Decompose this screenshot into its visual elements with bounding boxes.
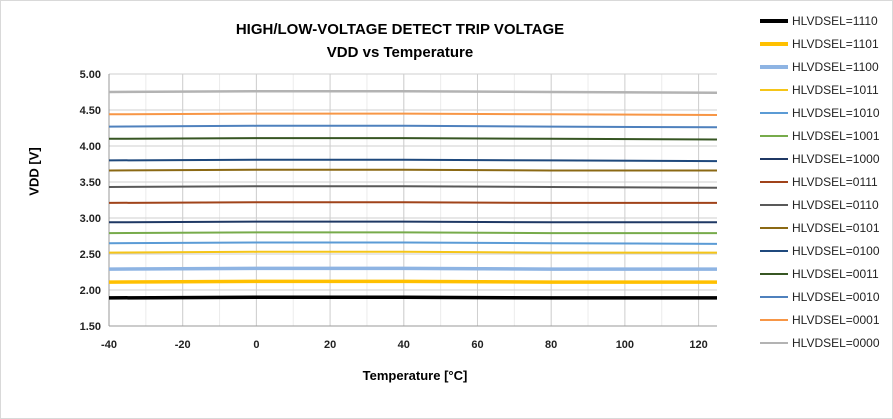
series-line-hlvdsel-0010: [108, 124, 718, 129]
x-axis-label: Temperature [°C]: [362, 368, 468, 383]
legend-label: HLVDSEL=1000: [792, 152, 880, 166]
legend-swatch: [760, 319, 788, 321]
legend-swatch: [760, 227, 788, 229]
x-tick-label: -40: [101, 339, 117, 351]
legend-item: HLVDSEL=1000: [760, 152, 880, 166]
legend-item: HLVDSEL=0011: [760, 267, 879, 281]
legend-swatch: [760, 42, 788, 46]
y-tick-label: 1.50: [80, 321, 101, 333]
series-line-hlvdsel-0000: [108, 90, 718, 94]
legend-label: HLVDSEL=1100: [792, 60, 879, 74]
legend-label: HLVDSEL=1101: [792, 37, 879, 51]
series-line-hlvdsel-0111: [108, 201, 717, 204]
legend-item: HLVDSEL=0010: [760, 290, 880, 304]
legend-swatch: [760, 181, 788, 183]
legend-swatch: [760, 65, 788, 69]
y-tick-label: 4.50: [80, 105, 101, 117]
legend-swatch: [760, 19, 788, 23]
series-line-hlvdsel-0101: [108, 168, 717, 172]
chart-subtitle: VDD vs Temperature: [326, 44, 474, 61]
legend-item: HLVDSEL=0101: [760, 221, 880, 235]
legend-swatch: [760, 158, 788, 160]
legend-item: HLVDSEL=1011: [760, 83, 879, 97]
legend-item: HLVDSEL=1001: [760, 129, 880, 143]
legend-item: HLVDSEL=1101: [760, 37, 879, 51]
series-line-hlvdsel-1001: [108, 231, 717, 235]
series-line-hlvdsel-0110: [108, 185, 718, 189]
x-tick-label: 20: [324, 339, 336, 351]
legend-label: HLVDSEL=0101: [792, 221, 880, 235]
legend-label: HLVDSEL=0100: [792, 244, 880, 258]
legend-item: HLVDSEL=0000: [760, 336, 880, 350]
y-tick-label: 2.50: [80, 249, 101, 261]
legend-item: HLVDSEL=1010: [760, 106, 880, 120]
legend-label: HLVDSEL=0111: [792, 175, 878, 189]
legend-swatch: [760, 135, 788, 137]
y-tick-label: 4.00: [80, 141, 101, 153]
series-line-hlvdsel-0001: [108, 112, 718, 116]
legend-swatch: [760, 204, 788, 206]
legend-label: HLVDSEL=0011: [792, 267, 879, 281]
series-line-hlvdsel-1101: [108, 279, 717, 284]
y-tick-label: 3.50: [80, 177, 101, 189]
legend-item: HLVDSEL=0001: [760, 313, 880, 327]
series-line-hlvdsel-1110: [108, 295, 717, 300]
x-tick-label: 100: [616, 339, 634, 351]
legend-item: HLVDSEL=1110: [760, 14, 878, 28]
legend-label: HLVDSEL=1010: [792, 106, 880, 120]
x-tick-label: 40: [398, 339, 410, 351]
series-line-hlvdsel-1100: [108, 266, 717, 271]
legend-swatch: [760, 112, 788, 114]
legend-swatch: [760, 296, 788, 298]
x-tick-label: 0: [253, 339, 259, 351]
legend-label: HLVDSEL=0000: [792, 336, 880, 350]
legend-swatch: [760, 89, 788, 91]
legend-swatch: [760, 342, 788, 344]
legend-label: HLVDSEL=1001: [792, 129, 880, 143]
legend-item: HLVDSEL=0110: [760, 198, 879, 212]
chart-title: HIGH/LOW-VOLTAGE DETECT TRIP VOLTAGE: [235, 21, 565, 38]
legend-label: HLVDSEL=0001: [792, 313, 880, 327]
legend-item: HLVDSEL=1100: [760, 60, 879, 74]
series-line-hlvdsel-0011: [108, 137, 718, 141]
legend-label: HLVDSEL=1011: [792, 83, 879, 97]
y-tick-label: 2.00: [80, 285, 101, 297]
series-line-hlvdsel-1000: [108, 220, 717, 224]
legend-item: HLVDSEL=0111: [760, 175, 878, 189]
series-line-hlvdsel-1011: [108, 250, 717, 254]
x-tick-label: 120: [689, 339, 707, 351]
legend-swatch: [760, 273, 788, 275]
x-tick-label: 80: [545, 339, 557, 351]
x-tick-label: 60: [471, 339, 483, 351]
legend-label: HLVDSEL=1110: [792, 14, 878, 28]
y-tick-label: 3.00: [80, 213, 101, 225]
y-tick-label: 5.00: [80, 69, 101, 81]
legend-swatch: [760, 250, 788, 252]
series-line-hlvdsel-1010: [108, 241, 718, 245]
x-tick-label: -20: [175, 339, 191, 351]
legend-label: HLVDSEL=0010: [792, 290, 880, 304]
series-line-hlvdsel-0100: [108, 158, 718, 163]
legend-item: HLVDSEL=0100: [760, 244, 880, 258]
legend-label: HLVDSEL=0110: [792, 198, 879, 212]
